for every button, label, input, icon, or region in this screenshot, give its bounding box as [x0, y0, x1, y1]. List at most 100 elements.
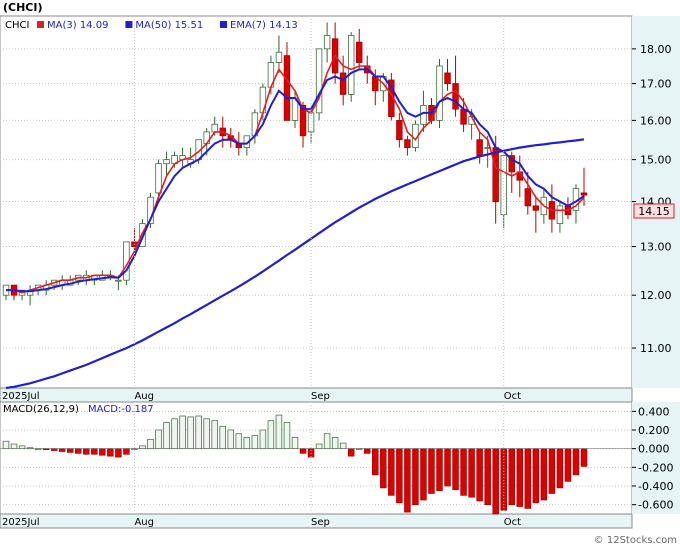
candle-body	[580, 192, 588, 196]
macd-bar	[404, 448, 411, 513]
macd-x-axis	[0, 513, 633, 529]
candle-body	[356, 41, 363, 63]
macd-bar	[251, 435, 259, 450]
macd-bar	[2, 440, 10, 450]
macd-bar	[211, 420, 218, 450]
macd-bar	[315, 443, 323, 450]
macd-bar	[275, 414, 283, 450]
macd-tick-label: 0.000	[638, 443, 670, 456]
macd-tick-label: 0.200	[638, 424, 670, 437]
macd-bar	[243, 437, 251, 450]
candle-body	[323, 35, 331, 50]
macd-bar	[564, 448, 572, 482]
candle-body	[283, 55, 291, 121]
macd-bar	[99, 448, 106, 456]
candle-body	[155, 163, 162, 194]
macd-legend-value: MACD:-0.187	[88, 404, 154, 415]
macd-tick-label: -0.600	[638, 499, 673, 512]
macd-bar	[107, 448, 114, 457]
watermark: © 12Stocks.com	[594, 535, 677, 546]
price-tick-label: 11.00	[640, 342, 672, 355]
legend-label: EMA(7) 14.13	[230, 20, 298, 31]
macd-bar	[18, 445, 26, 450]
candle-body	[163, 159, 170, 165]
candle-body	[347, 35, 355, 95]
candle-body	[436, 65, 443, 121]
macd-bar	[83, 448, 90, 455]
price-tick-label: 15.00	[640, 154, 672, 167]
macd-legend-label: MACD(26,12,9)	[3, 404, 79, 415]
macd-bar	[380, 448, 387, 489]
candle-body	[508, 155, 515, 173]
legend-label: MA(50) 15.51	[135, 20, 203, 31]
x-tick-label: Oct	[504, 391, 521, 402]
indicator-lines	[5, 54, 585, 390]
price-tick-label: 16.00	[640, 114, 672, 127]
last-price-tag: 14.15	[633, 203, 675, 219]
macd-bar	[259, 429, 267, 450]
macd-bar	[155, 429, 162, 450]
macd-bar	[388, 448, 395, 496]
x-tick-label: 2025Jul	[2, 391, 40, 402]
macd-bar	[235, 433, 243, 450]
macd-bar	[452, 448, 459, 491]
macd-bar	[283, 422, 291, 450]
legend-label: CHCI	[5, 20, 29, 31]
macd-bar	[524, 448, 532, 509]
macd-bar	[203, 418, 210, 450]
macd-bar	[331, 437, 339, 450]
x-tick-label: 2025Jul	[2, 517, 40, 528]
macd-bar	[58, 448, 66, 452]
macd-bar	[219, 425, 226, 450]
macd-bar	[412, 448, 419, 506]
x-tick-label: Oct	[504, 517, 521, 528]
macd-bar	[66, 448, 74, 453]
candle-body	[396, 120, 403, 141]
macd-bar	[436, 448, 443, 492]
macd-bar	[444, 448, 451, 487]
macd-tick-label: -0.400	[638, 480, 673, 493]
macd-y-axis	[632, 402, 680, 514]
price-tick-label: 13.00	[640, 241, 672, 254]
candle-body	[339, 72, 347, 95]
macd-bar	[556, 448, 564, 489]
macd-bar	[299, 448, 307, 454]
candle-body	[275, 51, 283, 63]
macd-histogram	[0, 414, 632, 515]
candle-body	[444, 72, 451, 84]
price-y-axis	[632, 16, 680, 388]
indicator-legend: CHCI MA(3) 14.09 MA(50) 15.51 EMA(7) 14.13	[5, 20, 298, 31]
candle-body	[524, 188, 532, 207]
candle-body	[532, 205, 540, 211]
macd-y-ticks: 0.400 0.200 0.000 -0.200 -0.400 -0.600	[632, 405, 673, 512]
candle-body	[404, 139, 411, 148]
ticker-title: (CHCI)	[3, 1, 43, 14]
legend-label: MA(3) 14.09	[47, 20, 108, 31]
macd-bar	[508, 448, 515, 506]
legend-swatch	[37, 21, 44, 28]
macd-bar	[492, 448, 499, 515]
macd-bar	[179, 415, 186, 450]
line-ma3	[6, 54, 585, 294]
macd-tick-label: -0.200	[638, 461, 673, 474]
candle-body	[115, 279, 122, 282]
macd-bar	[75, 448, 82, 454]
line-ema7	[6, 68, 585, 293]
x-tick-label: Aug	[134, 517, 154, 528]
macd-bar	[396, 448, 403, 504]
macd-bar	[420, 448, 427, 501]
price-tick-label: 18.00	[640, 43, 672, 56]
macd-bar	[339, 442, 347, 450]
macd-bar	[460, 448, 467, 496]
macd-bar	[468, 448, 475, 498]
candle-body	[492, 147, 499, 202]
candle-body	[315, 48, 323, 114]
last-price-value: 14.15	[638, 205, 670, 218]
price-tick-label: 12.00	[640, 289, 672, 302]
macd-bar	[147, 438, 154, 450]
macd-bar	[267, 420, 275, 450]
x-tick-label: Aug	[134, 391, 154, 402]
candle-body	[460, 108, 467, 125]
